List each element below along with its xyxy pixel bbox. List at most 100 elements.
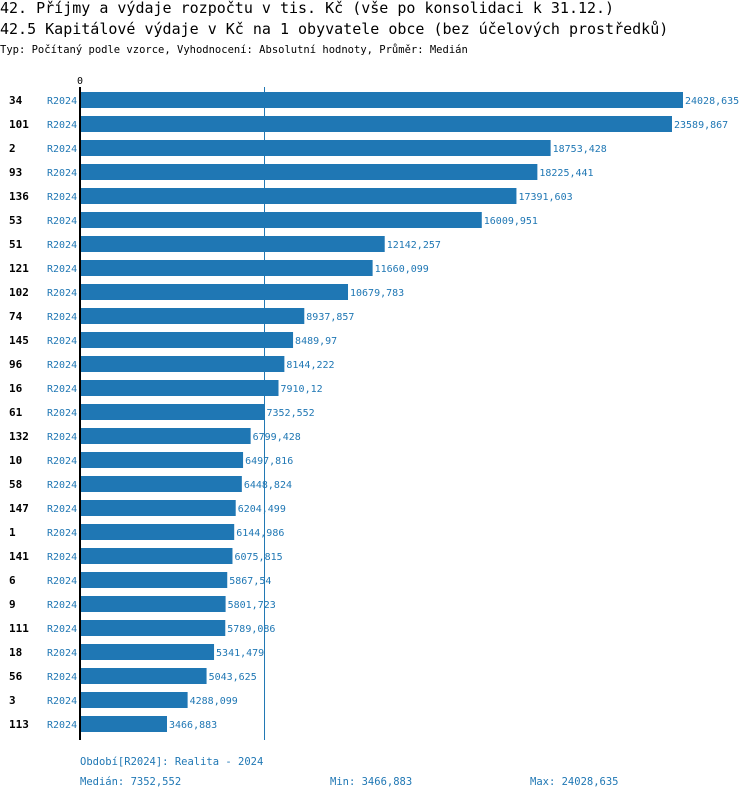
category-label: 9 (9, 598, 16, 611)
value-label: 6204,499 (238, 504, 286, 515)
series-label: R2024 (47, 168, 77, 179)
series-label: R2024 (47, 720, 77, 731)
bar (80, 524, 235, 540)
value-label: 6144,986 (236, 528, 284, 539)
category-label: 141 (9, 550, 29, 563)
value-label: 11660,099 (375, 264, 429, 275)
series-label: R2024 (47, 336, 77, 347)
category-label: 74 (9, 310, 23, 323)
bar (80, 188, 517, 204)
series-label: R2024 (47, 216, 77, 227)
series-label: R2024 (47, 384, 77, 395)
category-label: 121 (9, 262, 29, 275)
bar (80, 692, 188, 708)
series-label: R2024 (47, 240, 77, 251)
value-label: 5789,086 (227, 624, 275, 635)
x-zero-tick-label: 0 (77, 76, 83, 87)
bar (80, 356, 285, 372)
bar (80, 452, 244, 468)
value-label: 6448,824 (244, 480, 292, 491)
median-stat: Medián: 7352,552 (80, 776, 182, 788)
bar (80, 476, 242, 492)
series-label: R2024 (47, 480, 77, 491)
category-label: 96 (9, 358, 23, 371)
min-stat: Min: 3466,883 (330, 776, 413, 788)
series-label: R2024 (47, 312, 77, 323)
bar (80, 644, 215, 660)
category-label: 132 (9, 430, 29, 443)
max-stat: Max: 24028,635 (530, 776, 619, 788)
value-label: 18225,441 (539, 168, 593, 179)
series-label: R2024 (47, 504, 77, 515)
series-label: R2024 (47, 552, 77, 563)
value-label: 8489,97 (295, 336, 337, 347)
value-label: 10679,783 (350, 288, 404, 299)
chart-title: 42. Příjmy a výdaje rozpočtu v tis. Kč (… (0, 0, 615, 17)
chart-subtitle: 42.5 Kapitálové výdaje v Kč na 1 obyvate… (0, 20, 669, 38)
category-label: 3 (9, 694, 16, 707)
series-label: R2024 (47, 96, 77, 107)
bar (80, 116, 672, 132)
bar (80, 572, 228, 588)
value-label: 6497,816 (245, 456, 293, 467)
bar (80, 668, 207, 684)
bar (80, 332, 294, 348)
bar (80, 404, 265, 420)
series-label: R2024 (47, 408, 77, 419)
series-label: R2024 (47, 264, 77, 275)
series-label: R2024 (47, 432, 77, 443)
value-label: 8144,222 (286, 360, 334, 371)
period-info: Období[R2024]: Realita - 2024 (80, 756, 264, 768)
category-label: 18 (9, 646, 22, 659)
series-label: R2024 (47, 600, 77, 611)
bar (80, 620, 226, 636)
category-label: 10 (9, 454, 22, 467)
series-label: R2024 (47, 288, 77, 299)
series-label: R2024 (47, 528, 77, 539)
category-label: 61 (9, 406, 23, 419)
value-label: 5867,54 (229, 576, 271, 587)
value-label: 12142,257 (387, 240, 441, 251)
chart-type-info: Typ: Počítaný podle vzorce, Vyhodnocení:… (0, 44, 468, 56)
bar (80, 500, 236, 516)
bar (80, 140, 551, 156)
category-label: 101 (9, 118, 29, 131)
bar (80, 596, 226, 612)
value-label: 23589,867 (674, 120, 728, 131)
category-label: 34 (9, 94, 23, 107)
series-label: R2024 (47, 624, 77, 635)
series-label: R2024 (47, 120, 77, 131)
bar (80, 284, 349, 300)
value-label: 7352,552 (267, 408, 315, 419)
bar (80, 260, 373, 276)
category-label: 2 (9, 142, 16, 155)
series-label: R2024 (47, 696, 77, 707)
bar (80, 380, 279, 396)
value-label: 6799,428 (253, 432, 301, 443)
bar (80, 236, 385, 252)
bar (80, 716, 168, 732)
category-label: 16 (9, 382, 23, 395)
category-label: 53 (9, 214, 22, 227)
bar (80, 308, 305, 324)
value-label: 24028,635 (685, 96, 739, 107)
bar (80, 548, 233, 564)
category-label: 1 (9, 526, 16, 539)
value-label: 5801,723 (228, 600, 276, 611)
series-label: R2024 (47, 456, 77, 467)
category-label: 6 (9, 574, 16, 587)
category-label: 111 (9, 622, 29, 635)
category-label: 93 (9, 166, 22, 179)
value-label: 5341,479 (216, 648, 264, 659)
series-label: R2024 (47, 648, 77, 659)
category-label: 56 (9, 670, 23, 683)
category-label: 51 (9, 238, 23, 251)
category-label: 147 (9, 502, 29, 515)
value-label: 16009,951 (484, 216, 538, 227)
bar (80, 212, 482, 228)
value-label: 17391,603 (518, 192, 572, 203)
value-label: 6075,815 (234, 552, 282, 563)
category-label: 145 (9, 334, 29, 347)
category-label: 136 (9, 190, 29, 203)
